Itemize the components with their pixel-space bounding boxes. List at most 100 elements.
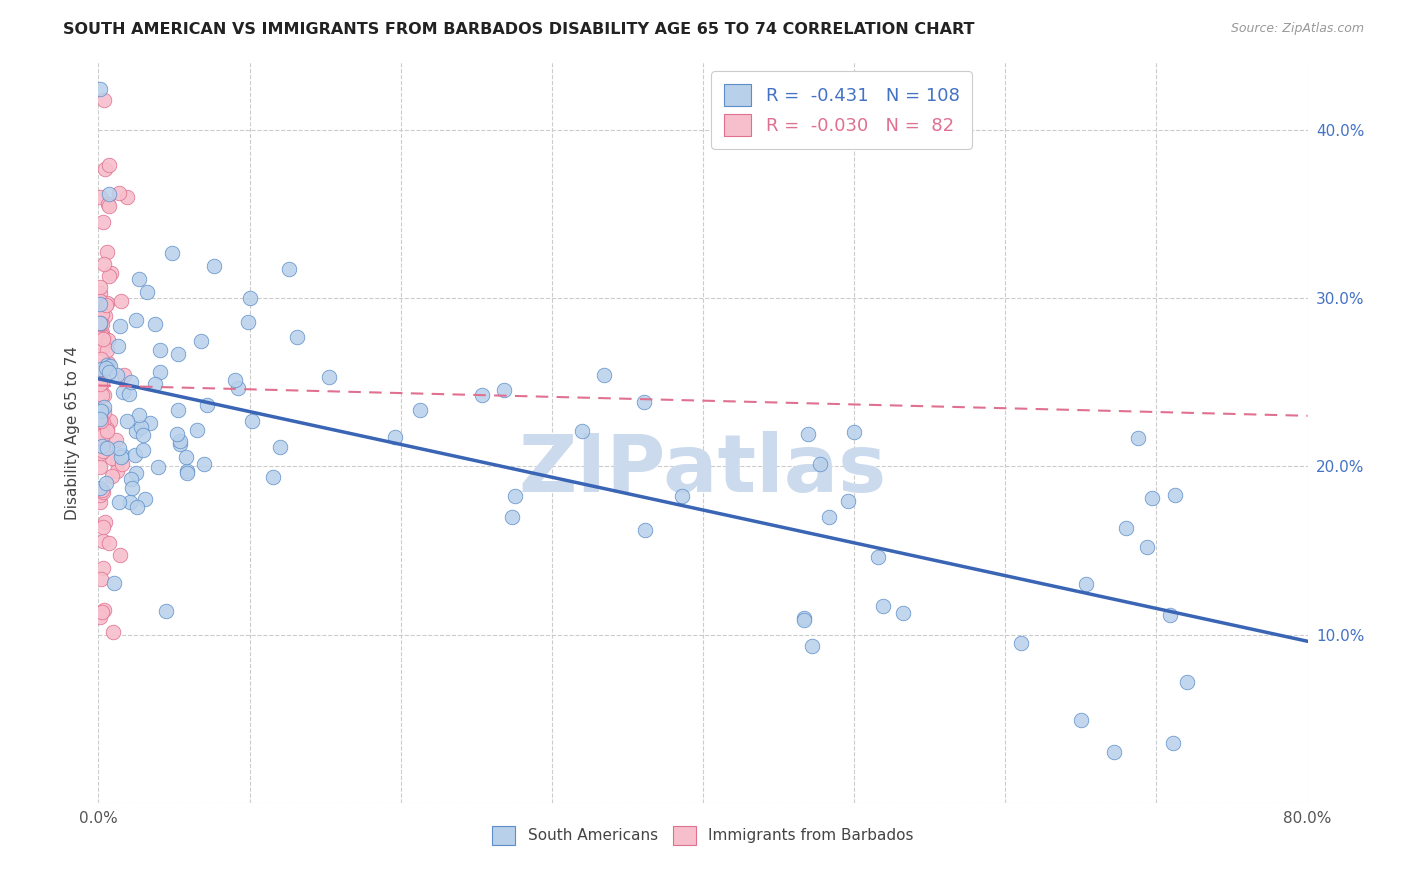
Point bbox=[90, 361, 112, 376]
Point bbox=[90, 573, 112, 587]
Point bbox=[239, 291, 262, 305]
Point bbox=[93, 603, 115, 617]
Point bbox=[494, 383, 516, 397]
Point bbox=[160, 246, 183, 260]
Point bbox=[128, 272, 150, 286]
Point bbox=[107, 339, 129, 353]
Point bbox=[89, 380, 111, 394]
Point bbox=[96, 422, 118, 436]
Point bbox=[89, 413, 111, 427]
Point bbox=[120, 472, 142, 486]
Point bbox=[1102, 745, 1125, 759]
Point bbox=[169, 434, 191, 448]
Point bbox=[91, 485, 114, 500]
Point bbox=[1175, 675, 1198, 690]
Point bbox=[90, 404, 112, 418]
Point bbox=[129, 420, 152, 434]
Point bbox=[471, 388, 494, 402]
Point bbox=[105, 453, 128, 467]
Point bbox=[224, 373, 246, 387]
Point bbox=[1115, 521, 1137, 535]
Point bbox=[94, 310, 117, 324]
Point bbox=[125, 313, 148, 327]
Point bbox=[90, 414, 112, 428]
Point bbox=[97, 197, 120, 211]
Point bbox=[90, 359, 112, 373]
Point bbox=[96, 245, 118, 260]
Point bbox=[89, 488, 111, 502]
Point bbox=[90, 352, 112, 367]
Point bbox=[107, 186, 129, 200]
Point bbox=[108, 442, 131, 456]
Point bbox=[139, 416, 162, 430]
Point bbox=[97, 356, 120, 370]
Point bbox=[101, 625, 124, 640]
Point bbox=[1128, 431, 1150, 445]
Point bbox=[91, 388, 114, 402]
Point bbox=[110, 293, 132, 308]
Point bbox=[125, 425, 148, 439]
Point bbox=[91, 215, 114, 229]
Point bbox=[136, 285, 159, 299]
Point bbox=[107, 495, 129, 509]
Point bbox=[89, 81, 111, 95]
Point bbox=[592, 368, 614, 382]
Point bbox=[193, 457, 215, 471]
Legend: South Americans, Immigrants from Barbados: South Americans, Immigrants from Barbado… bbox=[486, 820, 920, 851]
Point bbox=[115, 414, 138, 428]
Point bbox=[118, 495, 141, 509]
Point bbox=[891, 606, 914, 620]
Point bbox=[94, 361, 117, 376]
Point bbox=[190, 334, 212, 348]
Point bbox=[110, 450, 132, 465]
Point bbox=[262, 470, 284, 484]
Point bbox=[97, 158, 120, 172]
Point bbox=[89, 481, 111, 495]
Point bbox=[169, 437, 191, 451]
Point bbox=[96, 425, 118, 439]
Point bbox=[96, 358, 118, 372]
Y-axis label: Disability Age 65 to 74: Disability Age 65 to 74 bbox=[65, 345, 80, 520]
Point bbox=[571, 425, 593, 439]
Point bbox=[91, 365, 114, 379]
Point bbox=[132, 442, 155, 457]
Point bbox=[91, 326, 114, 340]
Point bbox=[98, 365, 121, 379]
Point bbox=[1164, 488, 1187, 502]
Point bbox=[98, 199, 121, 213]
Point bbox=[89, 385, 111, 400]
Point bbox=[97, 333, 120, 347]
Point bbox=[90, 439, 112, 453]
Point bbox=[186, 423, 208, 437]
Point bbox=[105, 464, 128, 478]
Point bbox=[90, 341, 112, 355]
Point bbox=[837, 493, 859, 508]
Point bbox=[1140, 491, 1163, 505]
Point bbox=[1136, 541, 1159, 555]
Point bbox=[93, 405, 115, 419]
Point bbox=[174, 450, 197, 464]
Point bbox=[128, 408, 150, 422]
Point bbox=[503, 489, 526, 503]
Point bbox=[1010, 636, 1032, 650]
Point bbox=[125, 466, 148, 480]
Point bbox=[143, 376, 166, 391]
Point bbox=[97, 535, 120, 549]
Point bbox=[89, 460, 111, 475]
Point bbox=[91, 331, 114, 345]
Point bbox=[148, 343, 170, 358]
Point bbox=[124, 448, 146, 462]
Point bbox=[89, 417, 111, 431]
Point bbox=[269, 440, 291, 454]
Point bbox=[1070, 714, 1092, 728]
Point bbox=[872, 599, 894, 614]
Text: SOUTH AMERICAN VS IMMIGRANTS FROM BARBADOS DISABILITY AGE 65 TO 74 CORRELATION C: SOUTH AMERICAN VS IMMIGRANTS FROM BARBAD… bbox=[63, 22, 974, 37]
Text: ZIPatlas: ZIPatlas bbox=[519, 431, 887, 508]
Point bbox=[98, 414, 121, 428]
Point bbox=[96, 296, 118, 310]
Point bbox=[111, 457, 134, 471]
Point bbox=[240, 414, 263, 428]
Point bbox=[671, 489, 693, 503]
Point bbox=[125, 500, 148, 514]
Point bbox=[146, 460, 169, 475]
